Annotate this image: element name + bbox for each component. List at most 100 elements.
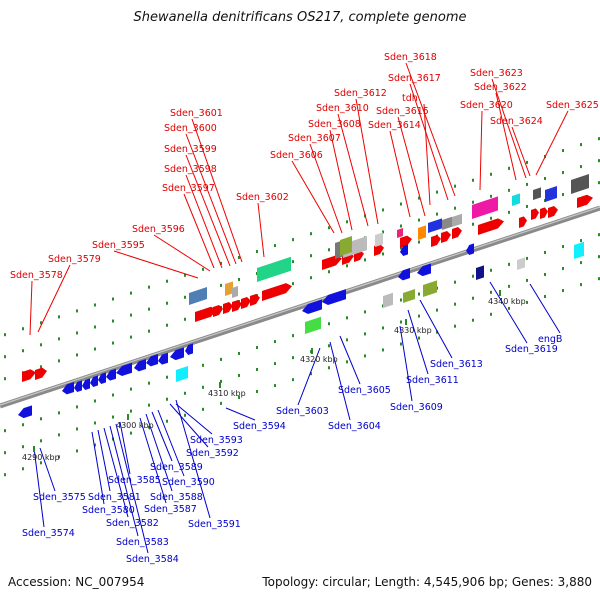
track-guide-dot [580,283,582,287]
track-guide-dot [436,308,438,312]
reverse-gene [400,244,408,256]
track-guide-dot [346,316,348,320]
track-guide-dot [580,239,582,243]
gene-leader-line [397,116,426,217]
gene-label-forward: Sden_3625 [546,100,599,111]
reverse-gene [116,362,132,377]
gene-box [472,196,498,219]
forward-gene [478,218,504,235]
track-guide-dot [130,409,132,413]
gene-label-reverse: Sden_3609 [390,402,443,413]
gene-leader-line [113,250,199,279]
track-guide-dot [310,372,312,376]
gene-label-reverse: Sden_3574 [22,528,75,539]
track-guide-dot [148,425,150,429]
track-guide-dot [580,261,582,265]
track-guide-dot [220,283,222,287]
track-guide-dot [364,332,366,336]
gene-leader-line [29,280,33,336]
gene-leader-line [297,347,321,406]
track-guide-dot [292,260,294,264]
gene-label-reverse: Sden_3593 [190,435,243,446]
track-guide-dot [22,467,24,471]
gene-leader-line [109,425,139,537]
track-guide-dot [508,262,510,266]
track-guide-dot [508,284,510,288]
gene-label-reverse: Sden_3582 [106,518,159,529]
track-guide-dot [112,297,114,301]
track-guide-dot [490,172,492,176]
track-guide-dot [58,315,60,319]
track-guide-dot [274,244,276,248]
gene-leader-line [423,103,431,206]
track-guide-dot [76,331,78,335]
track-guide-dot [418,196,420,200]
track-guide-dot [76,427,78,431]
track-guide-dot [328,366,330,370]
gene-label-forward: Sden_3615 [376,106,429,117]
track-guide-dot [76,353,78,357]
track-guide-dot [76,309,78,313]
gene-leader-line [257,202,265,258]
track-guide-dot [328,248,330,252]
gene-leader-line [495,92,517,181]
reverse-gene [134,359,146,372]
track-guide-dot [148,307,150,311]
gene-leader-line [185,154,231,267]
forward-gene [519,216,527,228]
gene-box [512,193,520,206]
gene-label-forward: Sden_3617 [388,73,441,84]
forward-gene [452,227,462,239]
track-guide-dot [22,423,24,427]
gene-label-forward: Sden_3610 [316,103,369,114]
gene-label-forward: Sden_3598 [164,164,217,175]
track-guide-dot [400,202,402,206]
track-guide-dot [382,326,384,330]
forward-gene [223,302,233,314]
track-guide-dot [166,279,168,283]
track-guide-dot [544,294,546,298]
gene-label-reverse: Sden_3588 [150,492,203,503]
track-guide-dot [382,230,384,234]
track-guide-dot [22,327,24,331]
track-guide-dot [274,384,276,388]
track-guide-dot [4,451,6,455]
gene-leader-line [479,110,483,191]
forward-gene [548,206,558,218]
gene-box [574,241,584,259]
track-guide-dot [76,405,78,409]
track-guide-dot [4,355,6,359]
gene-label-reverse: Sden_3613 [430,359,483,370]
gene-leader-line [97,429,111,492]
track-guide-dot [94,421,96,425]
track-guide-dot [508,166,510,170]
reverse-gene [82,378,90,390]
gene-box [517,257,525,270]
scale-tick-label: 4320 kbp [300,355,338,364]
gene-leader-line [139,417,167,504]
track-guide-dot [130,313,132,317]
track-guide-dot [166,419,168,423]
track-guide-dot [454,324,456,328]
track-guide-dot [220,261,222,265]
track-guide-dot [418,240,420,244]
track-guide-dot [130,291,132,295]
track-guide-dot [274,362,276,366]
gene-label-forward: Sden_3614 [368,120,421,131]
gene-box [545,186,557,202]
gene-label-reverse: engB [538,334,562,345]
track-guide-dot [364,354,366,358]
gene-leader-line [389,130,411,218]
track-guide-dot [112,415,114,419]
genome-stats-text: Topology: circular; Length: 4,545,906 bp… [262,575,592,589]
gene-box [452,213,462,227]
gene-leader-line [103,427,129,518]
scale-tick-label: 4290 kbp [22,453,60,462]
track-guide-dot [184,413,186,417]
track-guide-dot [58,337,60,341]
gene-label-reverse: Sden_3584 [126,554,179,565]
track-guide-dot [184,273,186,277]
track-guide-dot [220,357,222,361]
track-guide-dot [400,298,402,302]
